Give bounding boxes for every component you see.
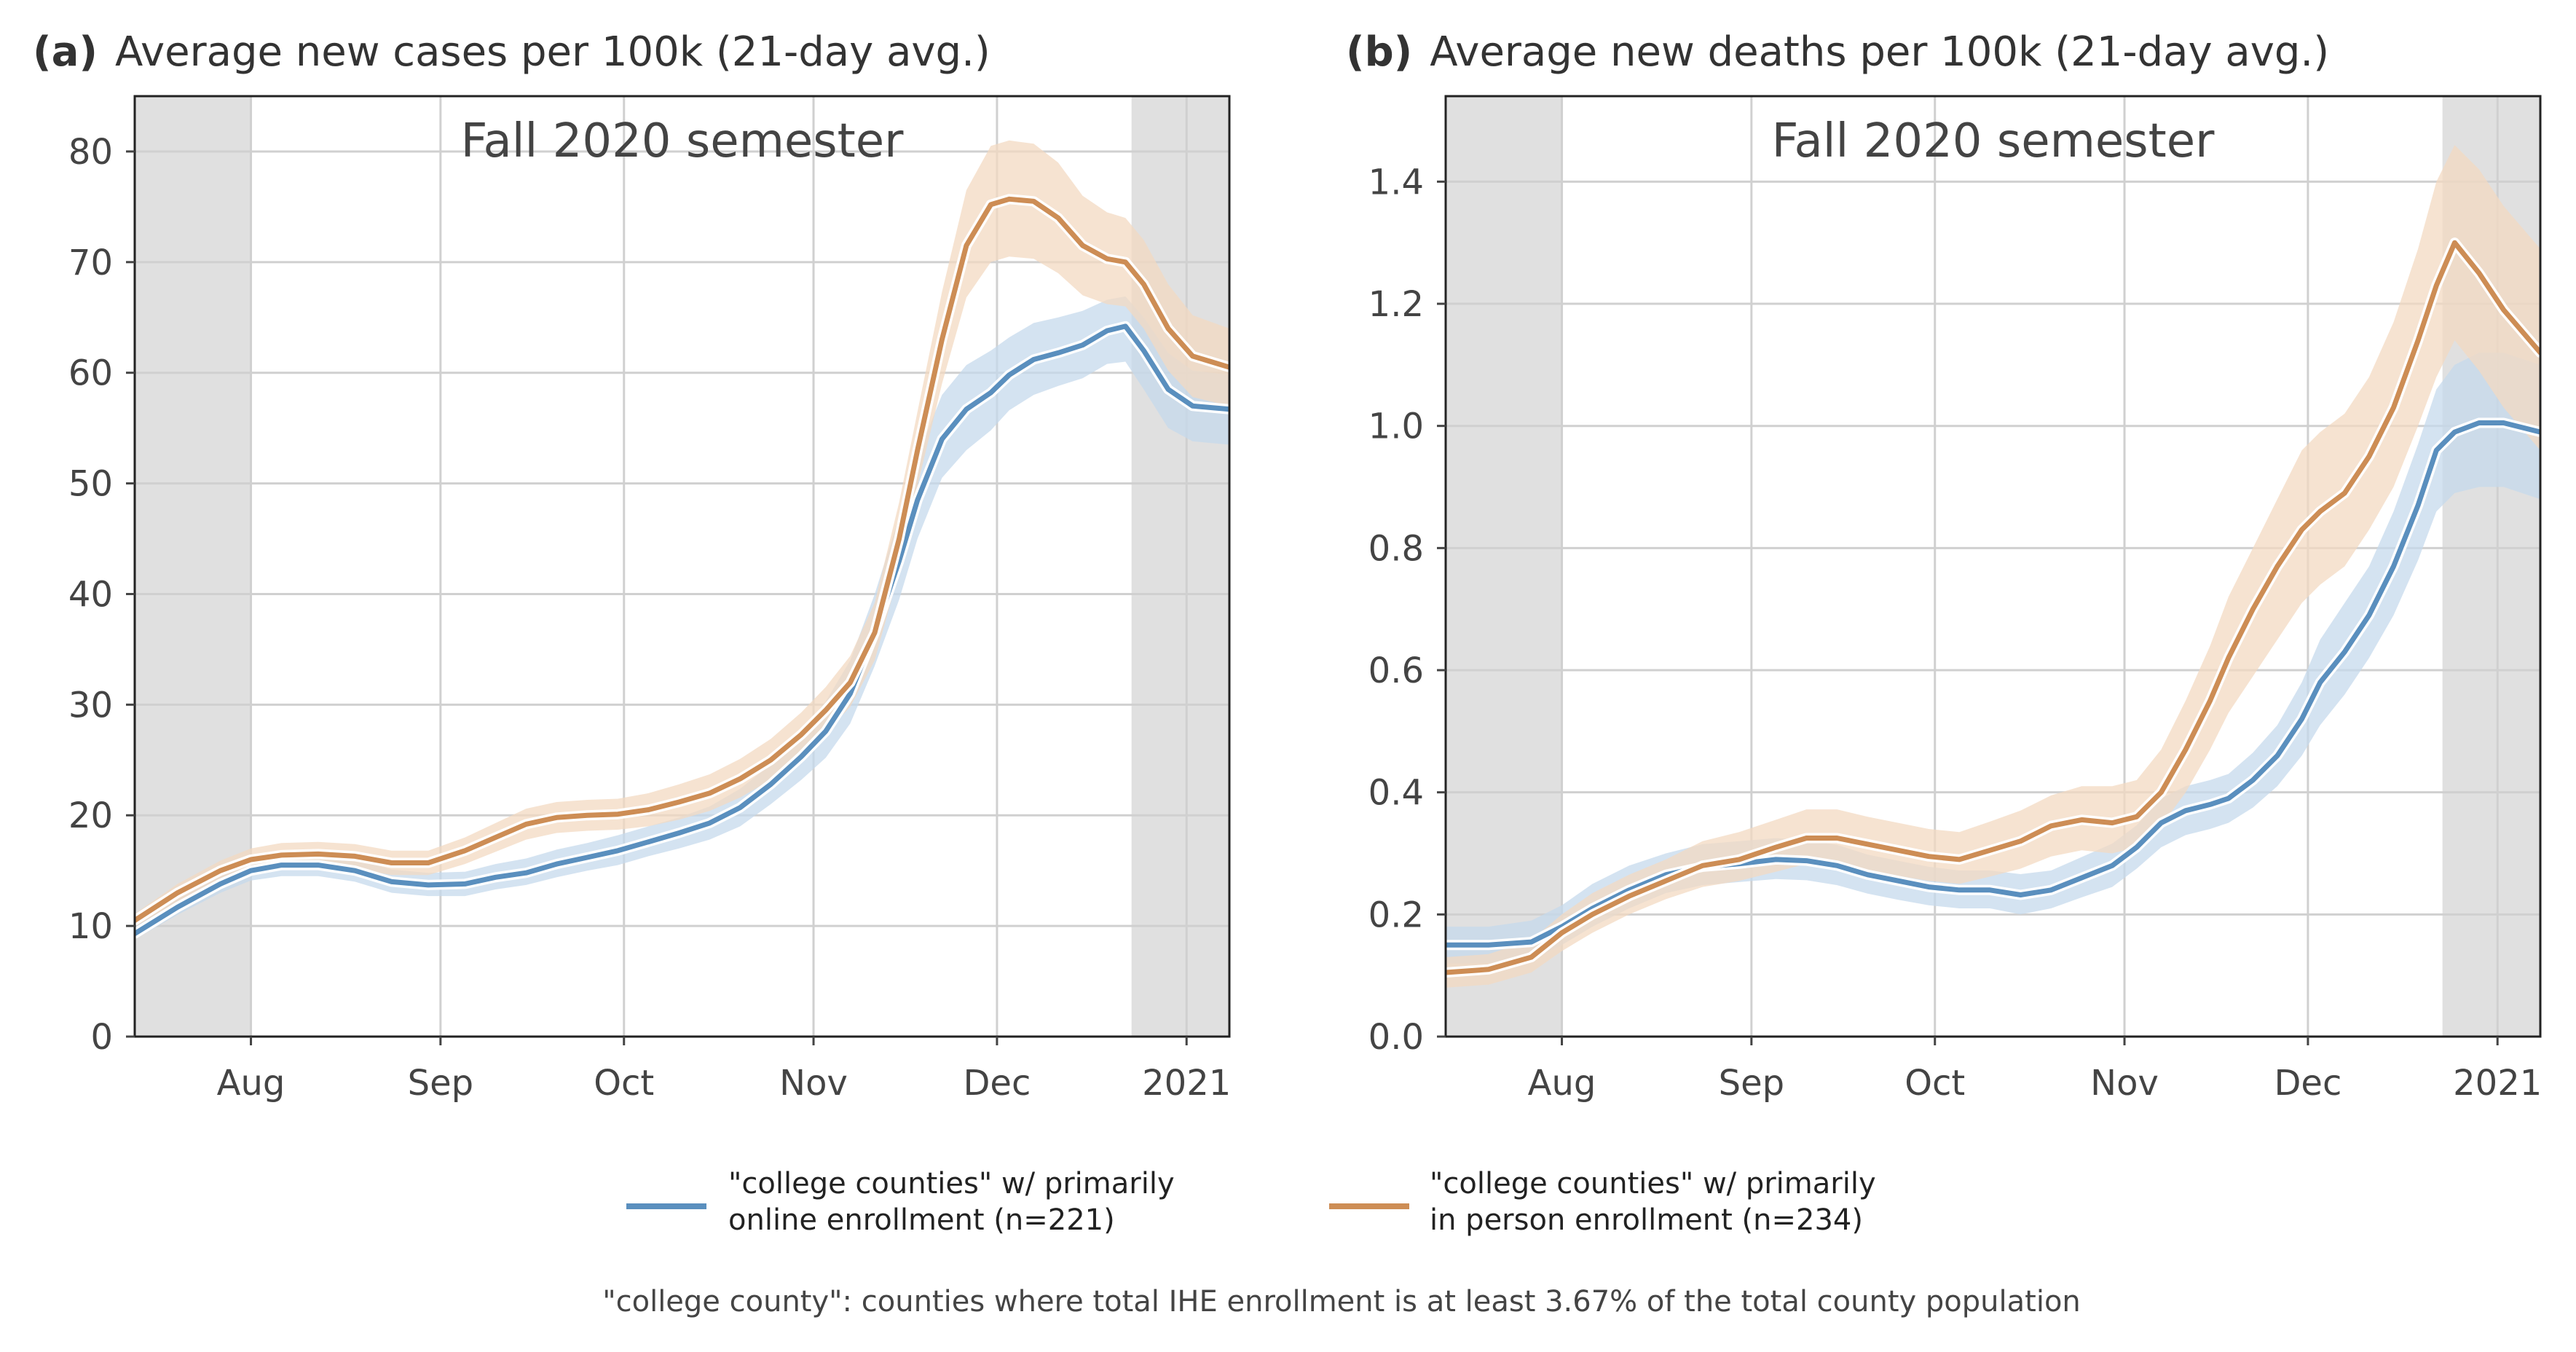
series-line-b-in-person xyxy=(1446,240,2540,975)
y-tick-label-b-5: 1.0 xyxy=(1368,406,1424,447)
legend-online-label-line-1: "college counties" w/ primarily xyxy=(728,1167,1175,1200)
x-tick-label-b-dec: Dec xyxy=(2274,1063,2341,1104)
x-tick-label-b-sep: Sep xyxy=(1719,1063,1784,1104)
x-tick-label-a-oct: Oct xyxy=(594,1063,654,1104)
series-line-a-online xyxy=(135,323,1229,937)
confidence-band-b-online xyxy=(1446,353,2540,964)
y-tick-label-a-6: 60 xyxy=(68,353,113,394)
title-text-a: Average new cases per 100k (21-day avg.) xyxy=(115,28,990,76)
title-text-b: Average new deaths per 100k (21-day avg.… xyxy=(1430,28,2329,76)
plot-area-a xyxy=(135,140,1229,940)
panel-label-b: (b) xyxy=(1346,28,1412,76)
chart-title-a: (a) Average new cases per 100k (21-day av… xyxy=(33,28,990,76)
series-line-a-in-person xyxy=(135,196,1229,923)
axes-frame-a xyxy=(133,95,1231,1038)
confidence-band-a-in-person xyxy=(135,140,1229,927)
y-tick-label-b-2: 0.4 xyxy=(1368,773,1424,814)
y-tick-label-a-8: 80 xyxy=(68,132,113,173)
plot-area-b xyxy=(1446,145,2540,988)
y-tick-label-a-1: 10 xyxy=(68,906,113,947)
panel-b-deaths-chart: Aug Sep Oct Nov Dec 2021 0.0 0.2 0.4 0.6 0.8 1.0 1.2… xyxy=(1346,28,2542,1104)
x-tick-label-a-dec: Dec xyxy=(963,1063,1031,1104)
y-tick-label-a-7: 70 xyxy=(68,243,113,283)
axes-frame-b xyxy=(1444,95,2542,1038)
y-tick-label-b-7: 1.4 xyxy=(1368,162,1424,203)
legend: "college counties" w/ primarily online e… xyxy=(626,1167,1885,1237)
confidence-band-b-in-person xyxy=(1446,145,2540,988)
panel-a-cases-chart: Aug Sep Oct Nov Dec 2021 0 10 20 30 40 50 60 70 80 (a) A… xyxy=(33,28,1231,1104)
chart-title-b: (b) Average new deaths per 100k (21-day a… xyxy=(1346,28,2329,76)
footnote: "college county": counties where total I… xyxy=(602,1285,2081,1318)
y-tick-label-b-1: 0.2 xyxy=(1368,895,1424,935)
shaded-period-b-1 xyxy=(1446,96,1562,1037)
x-tick-label-a-nov: Nov xyxy=(779,1063,848,1104)
x-tick-label-a-2021: 2021 xyxy=(1142,1063,1231,1104)
panel-label-a: (a) xyxy=(33,28,98,76)
y-tick-label-a-4: 40 xyxy=(68,574,113,615)
y-tick-label-b-4: 0.8 xyxy=(1368,528,1424,569)
legend-in-person-label: "college counties" w/ primarily in perso… xyxy=(1430,1167,1885,1237)
legend-in-person-label-line-1: "college counties" w/ primarily xyxy=(1430,1167,1876,1200)
legend-online-label-line-2: online enrollment (n=221) xyxy=(728,1203,1115,1237)
y-tick-label-a-5: 50 xyxy=(68,464,113,505)
y-tick-label-a-0: 0 xyxy=(90,1017,113,1058)
shaded-period-a-2 xyxy=(1131,96,1229,1037)
x-tick-label-b-2021: 2021 xyxy=(2453,1063,2542,1104)
y-tick-label-a-2: 20 xyxy=(68,795,113,836)
semester-annotation-b: Fall 2020 semester xyxy=(1772,114,2215,168)
legend-online-label: "college counties" w/ primarily online e… xyxy=(728,1167,1183,1237)
legend-in-person-label-line-2: in person enrollment (n=234) xyxy=(1430,1203,1863,1237)
x-tick-label-a-sep: Sep xyxy=(408,1063,473,1104)
x-tick-label-b-aug: Aug xyxy=(1528,1063,1596,1104)
y-tick-label-a-3: 30 xyxy=(68,685,113,726)
semester-annotation-a: Fall 2020 semester xyxy=(461,114,905,168)
x-tick-label-b-nov: Nov xyxy=(2090,1063,2159,1104)
y-tick-label-b-3: 0.6 xyxy=(1368,651,1424,691)
confidence-band-a-online xyxy=(135,296,1229,940)
x-tick-label-a-aug: Aug xyxy=(217,1063,285,1104)
y-tick-label-b-6: 1.2 xyxy=(1368,284,1424,325)
x-tick-label-b-oct: Oct xyxy=(1905,1063,1965,1104)
y-tick-label-b-0: 0.0 xyxy=(1368,1017,1424,1058)
